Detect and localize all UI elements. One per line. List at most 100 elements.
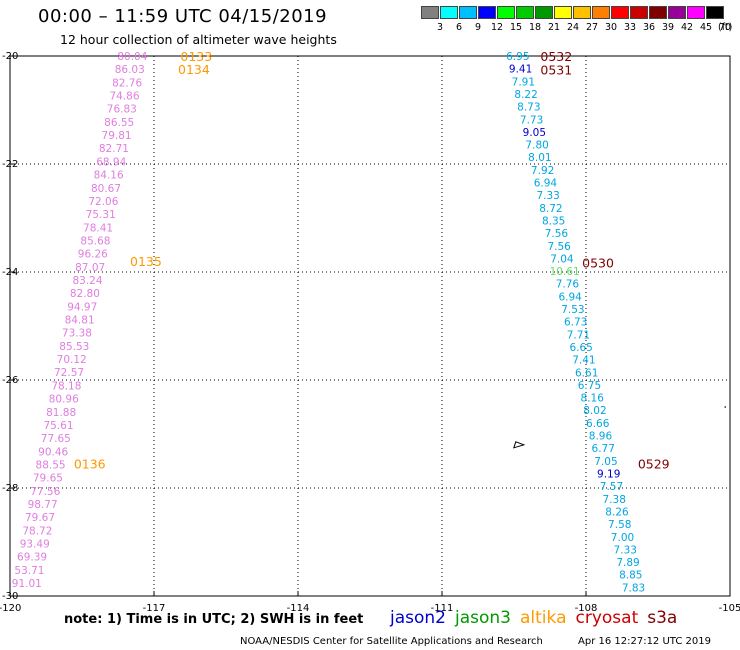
y-tick-label: -24 <box>2 267 18 278</box>
time-label: 0530 <box>582 255 614 270</box>
wave-height-value: 85.68 <box>80 235 110 247</box>
wave-height-value: 8.02 <box>583 405 606 417</box>
wave-height-value: 53.71 <box>14 565 44 577</box>
time-label: 0134 <box>178 62 210 77</box>
colorbar-label: 18 <box>528 22 542 33</box>
y-tick-label: -30 <box>2 591 18 602</box>
chart-title: 00:00 – 11:59 UTC 04/15/2019 <box>38 6 328 27</box>
island-outline <box>513 441 526 449</box>
wave-height-value: 7.89 <box>616 557 639 569</box>
wave-height-value: 80.67 <box>91 183 121 195</box>
wave-height-value: 7.56 <box>547 241 571 253</box>
wave-height-value: 82.80 <box>70 288 100 300</box>
wave-height-value: 73.38 <box>62 328 92 340</box>
wave-height-value: 96.26 <box>78 249 108 261</box>
legend-jason2: jason2 <box>390 608 446 628</box>
wave-height-value: 86.03 <box>115 64 145 76</box>
wave-height-value: 77.65 <box>41 433 71 445</box>
colorbar-swatch <box>459 6 477 19</box>
wave-height-value: 6.61 <box>575 367 598 379</box>
time-label: 0133 <box>180 49 212 64</box>
wave-height-value: 8.16 <box>581 393 605 405</box>
wave-height-value: 9.05 <box>523 127 546 139</box>
time-label: 0531 <box>540 63 572 78</box>
wave-height-value: 79.67 <box>25 512 55 524</box>
wave-height-value: 85.53 <box>59 341 89 353</box>
wave-height-value: 84.81 <box>65 315 95 327</box>
colorbar-label: 45 <box>699 22 713 33</box>
time-label: 0136 <box>74 457 106 472</box>
wave-height-value: 81.88 <box>46 407 76 419</box>
wave-height-value: 80.04 <box>117 51 147 63</box>
satellite-legend: jason2 jason3 altika cryosat s3a <box>390 608 686 628</box>
x-tick-label: -117 <box>143 603 166 614</box>
wave-height-value: 7.53 <box>561 304 584 316</box>
colorbar-label: 6 <box>455 22 463 33</box>
island-dot <box>724 406 726 408</box>
wave-height-value: 90.46 <box>38 446 68 458</box>
wave-height-value: 8.73 <box>517 102 540 114</box>
wave-height-value: 7.56 <box>545 228 569 240</box>
wave-height-value: 7.05 <box>594 456 617 468</box>
colorbar-label: 42 <box>680 22 694 33</box>
wave-height-value: 8.72 <box>539 203 562 215</box>
map-grid <box>10 56 730 596</box>
wave-height-value: 7.76 <box>556 279 580 291</box>
colorbar-label: 30 <box>604 22 618 33</box>
x-tick-label: -111 <box>431 603 454 614</box>
wave-height-value: 74.86 <box>109 91 139 103</box>
colorbar-label: 21 <box>547 22 561 33</box>
wave-height-value: 98.77 <box>28 499 58 511</box>
wave-height-value: 6.66 <box>586 418 610 430</box>
wave-height-value: 7.58 <box>608 519 631 531</box>
wave-height-value: 7.92 <box>531 165 554 177</box>
wave-height-value: 78.41 <box>83 222 113 234</box>
colorbar-swatch <box>592 6 610 19</box>
colorbar-swatch <box>687 6 705 19</box>
wave-height-value: 7.41 <box>572 355 595 367</box>
wave-height-value: 72.57 <box>54 367 84 379</box>
wave-height-value: 79.81 <box>102 130 132 142</box>
wave-height-value: 7.91 <box>512 76 535 88</box>
wave-height-value: 8.26 <box>605 506 629 518</box>
chart-subtitle: 12 hour collection of altimeter wave hei… <box>60 32 337 47</box>
y-tick-label: -20 <box>2 51 18 62</box>
colorbar-unit: (ft) <box>718 22 733 33</box>
wave-height-value: 9.19 <box>597 468 620 480</box>
wave-height-value: 8.22 <box>514 89 537 101</box>
colorbar-label: 27 <box>585 22 599 33</box>
colorbar-swatch <box>497 6 515 19</box>
wave-height-value: 84.16 <box>94 170 124 182</box>
wave-height-value: 7.71 <box>567 329 590 341</box>
wave-height-value: 87.07 <box>75 262 105 274</box>
wave-height-value: 82.71 <box>99 143 129 155</box>
colorbar-swatch <box>573 6 591 19</box>
map-border <box>9 55 731 597</box>
legend-s3a: s3a <box>647 608 678 628</box>
colorbar-label: 3 <box>436 22 444 33</box>
wave-height-value: 6.95 <box>506 51 529 63</box>
time-label: 0135 <box>130 254 162 269</box>
colorbar-label: 39 <box>661 22 675 33</box>
colorbar-swatch <box>516 6 534 19</box>
wave-height-value: 7.00 <box>611 532 634 544</box>
wave-height-value: 80.96 <box>49 394 79 406</box>
wave-height-value: 69.39 <box>17 552 47 564</box>
wave-height-value: 93.49 <box>20 539 50 551</box>
wave-height-value: 10.61 <box>550 266 580 278</box>
wave-height-value: 7.80 <box>525 140 548 152</box>
wave-height-value: 6.73 <box>564 317 587 329</box>
wave-height-value: 75.61 <box>43 420 73 432</box>
wave-height-value: 7.04 <box>550 253 574 265</box>
colorbar-swatch <box>668 6 686 19</box>
wave-height-value: 72.06 <box>88 196 118 208</box>
map-axes: -120 -117 -114 -111 -108 -105 -30 -28 -26 -24 -22 -… <box>0 51 740 614</box>
wave-height-value: 94.97 <box>67 301 97 313</box>
wave-height-value: 79.65 <box>33 473 63 485</box>
wave-height-value: 83.24 <box>72 275 102 287</box>
wave-height-value: 77.56 <box>30 486 60 498</box>
wave-height-value: 70.12 <box>57 354 87 366</box>
time-label: 0532 <box>540 49 572 64</box>
